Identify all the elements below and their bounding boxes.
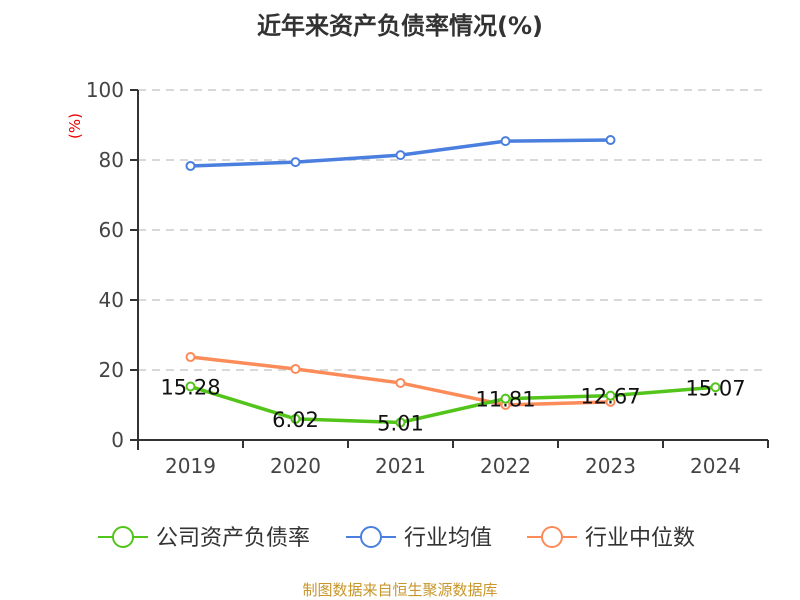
- data-label: 6.02: [272, 408, 319, 432]
- y-tick-label: 80: [99, 148, 124, 172]
- data-label: 15.07: [685, 376, 745, 400]
- legend-label: 行业均值: [404, 526, 492, 551]
- source-note: 制图数据来自恒生聚源数据库: [302, 581, 498, 599]
- data-label: 11.81: [475, 388, 535, 412]
- data-point: [185, 160, 196, 171]
- data-point: [185, 352, 196, 363]
- data-label: 5.01: [377, 411, 424, 435]
- data-point: [395, 150, 406, 161]
- data-label: 15.28: [160, 376, 220, 400]
- chart-title: 近年来资产负债率情况(%): [257, 12, 543, 40]
- data-point: [290, 157, 301, 168]
- y-tick-label: 60: [99, 218, 124, 242]
- data-point: [290, 363, 301, 374]
- data-point: [500, 393, 511, 404]
- series-line: [189, 384, 716, 425]
- x-tick-label: 2021: [375, 454, 426, 478]
- y-tick-label: 20: [99, 358, 124, 382]
- data-point: [290, 413, 301, 424]
- x-tick-label: 2024: [690, 454, 741, 478]
- x-tick-label: 2020: [270, 454, 321, 478]
- x-tick-label: 2019: [165, 454, 216, 478]
- y-tick-label: 0: [111, 428, 124, 452]
- y-axis-label: (%): [66, 113, 84, 139]
- x-tick-label: 2022: [480, 454, 531, 478]
- legend-marker: [541, 526, 563, 548]
- data-point: [395, 377, 406, 388]
- data-point: [500, 136, 511, 147]
- y-tick-label: 40: [99, 288, 124, 312]
- data-point: [605, 390, 616, 401]
- data-point: [710, 382, 721, 393]
- legend-marker: [112, 526, 134, 548]
- x-tick-label: 2023: [585, 454, 636, 478]
- data-point: [185, 381, 196, 392]
- data-point: [395, 417, 406, 428]
- legend-label: 行业中位数: [585, 526, 695, 551]
- legend-label: 公司资产负债率: [156, 526, 310, 551]
- legend-marker: [360, 526, 382, 548]
- data-label: 12.67: [580, 385, 640, 409]
- y-tick-label: 100: [86, 78, 124, 102]
- data-point: [605, 135, 616, 146]
